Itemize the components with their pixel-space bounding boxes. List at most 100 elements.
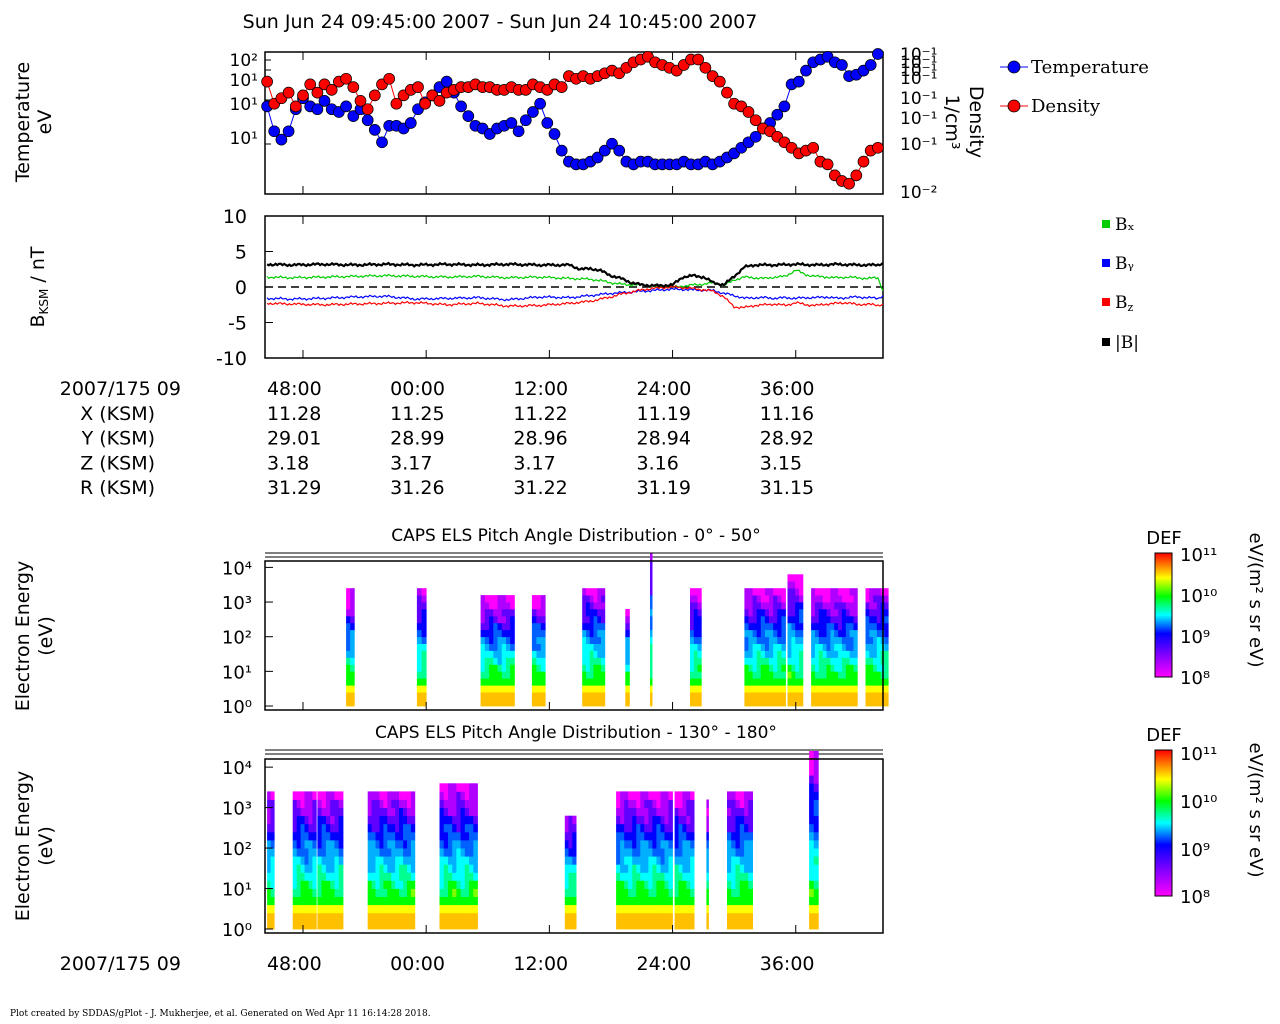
spectrogram-cell	[735, 872, 741, 881]
spectrogram-cell	[818, 692, 823, 700]
spectrogram-cell	[379, 799, 384, 808]
colorbar-units: eV/(m² s sr eV)	[1245, 743, 1266, 878]
spectrogram-cell	[308, 831, 313, 841]
ephemeris-value: 28.96	[513, 428, 567, 450]
spectrogram-cell	[601, 678, 606, 686]
spectrogram-cell	[841, 622, 847, 631]
spectrogram-cell	[813, 799, 819, 808]
ephemeris-value: 29.01	[267, 428, 321, 450]
spectrogram-cell	[636, 856, 641, 865]
spectrogram-cell	[304, 888, 309, 897]
spectrogram-cell	[391, 896, 396, 906]
spectrogram-cell	[706, 823, 709, 833]
spectrogram-cell	[416, 678, 422, 686]
spectrogram-cell	[644, 807, 649, 817]
spectrogram-cell	[312, 856, 317, 865]
spectrogram-cell	[493, 629, 498, 638]
spectrogram-cell	[395, 815, 400, 825]
spectrogram-cell	[350, 636, 355, 644]
spectrogram-cell	[697, 629, 702, 638]
spectrogram-cell	[321, 848, 327, 857]
spectrogram-cell	[781, 685, 786, 693]
spectrogram-cell	[664, 831, 669, 841]
spectrogram-cell	[664, 815, 669, 825]
spectrogram-cell	[448, 880, 453, 889]
spectrogram-cell	[865, 678, 870, 686]
spectrogram-cell	[395, 920, 400, 930]
spectrogram-cell	[321, 872, 327, 881]
spectrogram-cell	[421, 615, 427, 624]
spectrogram-cell	[334, 840, 340, 849]
spectrogram-cell	[421, 609, 427, 617]
spectrogram-cell	[760, 671, 766, 679]
spectrogram-cell	[752, 602, 758, 610]
spectrogram-cell	[403, 888, 408, 897]
spectrogram-cell	[460, 815, 466, 825]
spectrogram-cell	[640, 904, 645, 914]
spectrogram-cell	[489, 643, 494, 651]
spectrogram-cell	[536, 629, 542, 638]
spectrogram-cell	[443, 791, 449, 800]
spectrogram-cell	[379, 791, 384, 800]
spectrogram-cell	[325, 864, 331, 873]
spectrogram-cell	[296, 848, 301, 857]
spectrogram-cell	[791, 609, 796, 617]
density-tick-label: 10⁻¹	[900, 109, 937, 129]
spectrogram-cell	[267, 815, 272, 825]
spectrogram-cell	[697, 685, 702, 693]
spectrogram-cell	[656, 888, 661, 897]
spectrogram-cell	[697, 671, 702, 679]
ephemeris-value: 31.19	[637, 477, 691, 499]
els2-title: CAPS ELS Pitch Angle Distribution - 130°…	[375, 723, 777, 743]
spectrogram-cell	[403, 864, 408, 873]
spectrogram-cell	[270, 888, 275, 897]
point-temperature	[505, 117, 518, 129]
spectrogram-cell	[292, 920, 297, 930]
point-temperature	[613, 144, 626, 157]
spectrogram-cell	[644, 864, 649, 873]
spectrogram-cell	[469, 896, 474, 906]
spectrogram-cell	[834, 636, 839, 644]
spectrogram-cell	[678, 856, 683, 865]
point-density	[699, 61, 712, 74]
spectrogram-cell	[350, 671, 355, 679]
spectrogram-cell	[597, 643, 602, 651]
spectrogram-cell	[853, 629, 858, 638]
spectrogram-cell	[383, 823, 388, 833]
field-tick-label: -5	[228, 313, 247, 335]
spectrogram-cell	[267, 864, 272, 873]
spectrogram-cell	[292, 831, 297, 841]
spectrogram-cell	[690, 602, 695, 610]
spectrogram-cell	[387, 823, 392, 833]
spectrogram-cell	[292, 872, 297, 881]
spectrogram-cell	[493, 595, 498, 603]
spectrogram-cell	[597, 671, 602, 679]
spectrogram-cell	[697, 678, 702, 686]
spectrogram-cell	[744, 864, 749, 873]
spectrogram-cell	[403, 880, 408, 889]
spectrogram-cell	[452, 888, 457, 897]
spectrogram-cell	[334, 872, 340, 881]
spectrogram-cell	[317, 864, 323, 873]
spectrogram-cell	[744, 815, 749, 825]
spectrogram-cell	[350, 588, 355, 596]
point-temperature	[455, 100, 467, 113]
spectrogram-cell	[650, 664, 653, 672]
spectrogram-cell	[625, 629, 630, 638]
spectrogram-cell	[304, 912, 309, 922]
spectrogram-cell	[686, 896, 691, 906]
spectrogram-cell	[346, 699, 351, 707]
spectrogram-cell	[330, 872, 335, 881]
spectrogram-cell	[632, 815, 637, 825]
spectrogram-cell	[540, 699, 546, 707]
spectrogram-cell	[845, 643, 850, 651]
colorbar-tick: 10⁹	[1180, 840, 1210, 861]
spectrogram-cell	[292, 840, 297, 849]
spectrogram-cell	[460, 856, 466, 865]
ephemeris-value: 11.16	[760, 403, 814, 425]
spectrogram-cell	[395, 848, 400, 857]
spectrogram-cell	[407, 904, 412, 914]
spectrogram-cell	[317, 896, 323, 906]
spectrogram-cell	[660, 823, 665, 833]
spectrogram-cell	[531, 615, 537, 624]
